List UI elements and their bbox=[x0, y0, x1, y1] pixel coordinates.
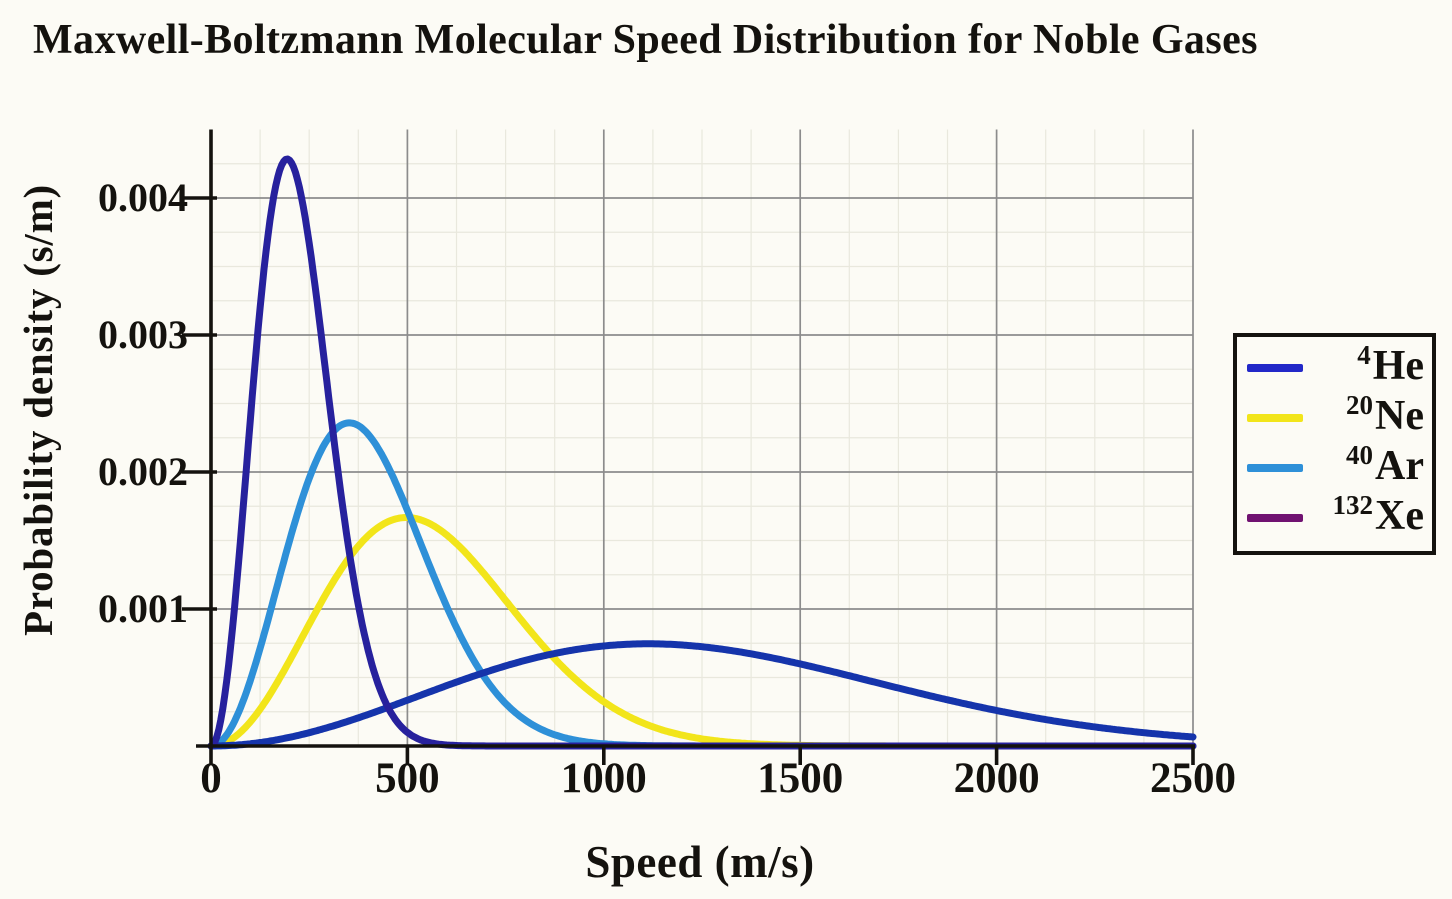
x-tick-label-2500: 2500 bbox=[1150, 755, 1236, 802]
x-tick-label-1500: 1500 bbox=[757, 755, 844, 802]
y-tick-label-0.002: 0.002 bbox=[98, 449, 188, 494]
legend-mass-number: 20 bbox=[1346, 390, 1374, 421]
legend-label-ar: 40Ar bbox=[1346, 440, 1424, 489]
legend-mass-number: 4 bbox=[1357, 340, 1371, 371]
y-tick-label-0.004: 0.004 bbox=[98, 175, 188, 220]
legend-label-he: 4He bbox=[1357, 340, 1424, 389]
legend-swatch-ne bbox=[1247, 414, 1303, 422]
legend-item-ar: 40Ar bbox=[1247, 440, 1424, 493]
x-tick-label-0: 0 bbox=[200, 755, 222, 802]
legend-swatch-xe bbox=[1247, 514, 1303, 522]
legend-item-he: 4He bbox=[1247, 340, 1424, 393]
legend-swatch-he bbox=[1247, 364, 1303, 372]
curve-he bbox=[207, 640, 1197, 750]
legend-item-xe: 132Xe bbox=[1247, 490, 1424, 543]
legend-mass-number: 132 bbox=[1332, 490, 1374, 521]
minor-gridlines bbox=[211, 129, 1193, 746]
x-tick-label-1000: 1000 bbox=[560, 755, 647, 802]
legend: 4He 20Ne 40Ar 132Xe bbox=[1233, 333, 1436, 555]
y-tick-label-0.003: 0.003 bbox=[98, 312, 188, 357]
legend-label-xe: 132Xe bbox=[1332, 490, 1424, 539]
x-tick-label-500: 500 bbox=[375, 755, 440, 802]
legend-swatch-ar bbox=[1247, 464, 1303, 472]
x-tick-label-2000: 2000 bbox=[953, 755, 1040, 802]
y-tick-label-0.001: 0.001 bbox=[98, 586, 188, 631]
x-axis-label: Speed (m/s) bbox=[585, 837, 815, 887]
legend-mass-number: 40 bbox=[1346, 440, 1374, 471]
y-axis-label: Probability density (s/m) bbox=[15, 183, 61, 637]
major-gridlines bbox=[211, 129, 1194, 746]
legend-item-ne: 20Ne bbox=[1247, 390, 1424, 443]
axis-ticks bbox=[182, 196, 1195, 765]
axes bbox=[196, 129, 1195, 748]
legend-label-ne: 20Ne bbox=[1346, 390, 1424, 439]
chart-title: Maxwell-Boltzmann Molecular Speed Distri… bbox=[33, 17, 1258, 63]
